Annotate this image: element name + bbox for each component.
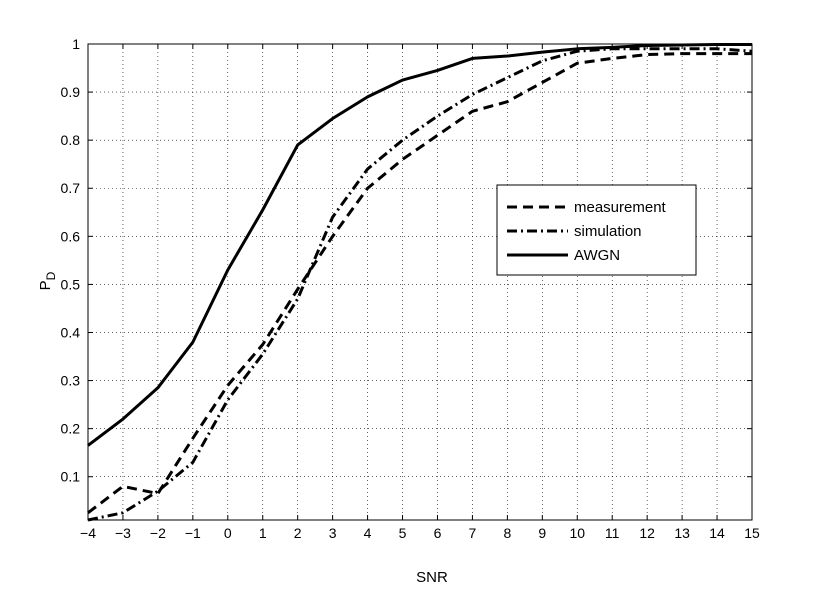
y-axis-label: PD [37,271,58,290]
y-tick-label: 0.4 [61,324,81,340]
x-tick-label: −2 [150,525,166,541]
x-tick-label: 7 [469,525,477,541]
x-tick-label: 15 [744,525,760,541]
series-line-simulation [87,47,753,522]
x-tick-label: 8 [503,525,511,541]
legend-label-simulation: simulation [574,223,642,240]
x-tick-label: −4 [80,525,96,541]
x-tick-label: 12 [639,525,655,541]
series-line-awgn [87,42,752,447]
x-tick-label: 9 [538,525,546,541]
x-tick-label: −1 [185,525,201,541]
x-tick-label: 6 [434,525,442,541]
x-tick-label: 10 [569,525,585,541]
x-tick-label: 13 [674,525,690,541]
x-tick-label: 1 [259,525,267,541]
grid [88,44,752,520]
plot-frame [87,43,753,521]
y-tick-label: 0.2 [61,421,81,437]
y-tick-label: 0.1 [61,469,81,485]
series [87,42,753,522]
legend: measurement simulation AWGN [496,184,697,276]
x-tick-label: 2 [294,525,302,541]
y-tick-label: 0.7 [61,180,81,196]
x-tick-label: 11 [605,525,620,541]
x-tick-label: 0 [224,525,232,541]
x-tick-labels: −4 −3 −2 −1 0 1 2 3 4 5 6 7 8 9 10 11 12 13 14 15 [80,525,760,541]
y-tick-label: 0.3 [61,373,81,389]
y-tick-label: 0.5 [61,276,81,292]
y-tick-label: 0.6 [61,228,81,244]
x-tick-label: 5 [399,525,407,541]
x-axis-label: SNR [416,569,448,586]
y-tick-label: 0.9 [61,84,81,100]
y-tick-label: 1 [72,36,80,52]
x-tick-label: −3 [115,525,131,541]
legend-label-measurement: measurement [574,199,667,216]
legend-label-awgn: AWGN [574,247,620,264]
axis-ticks [87,43,753,520]
x-tick-label: 3 [329,525,337,541]
y-axis-label-main: P [37,280,54,290]
y-tick-label: 0.8 [61,132,81,148]
y-tick-labels: 0.1 0.2 0.3 0.4 0.5 0.6 0.7 0.8 0.9 1 [61,36,81,485]
x-tick-label: 4 [364,525,372,541]
x-tick-label: 14 [709,525,725,541]
series-line-measurement [87,52,752,514]
y-axis-label-text: PD [37,271,58,290]
y-axis-label-subscript: D [44,271,58,280]
